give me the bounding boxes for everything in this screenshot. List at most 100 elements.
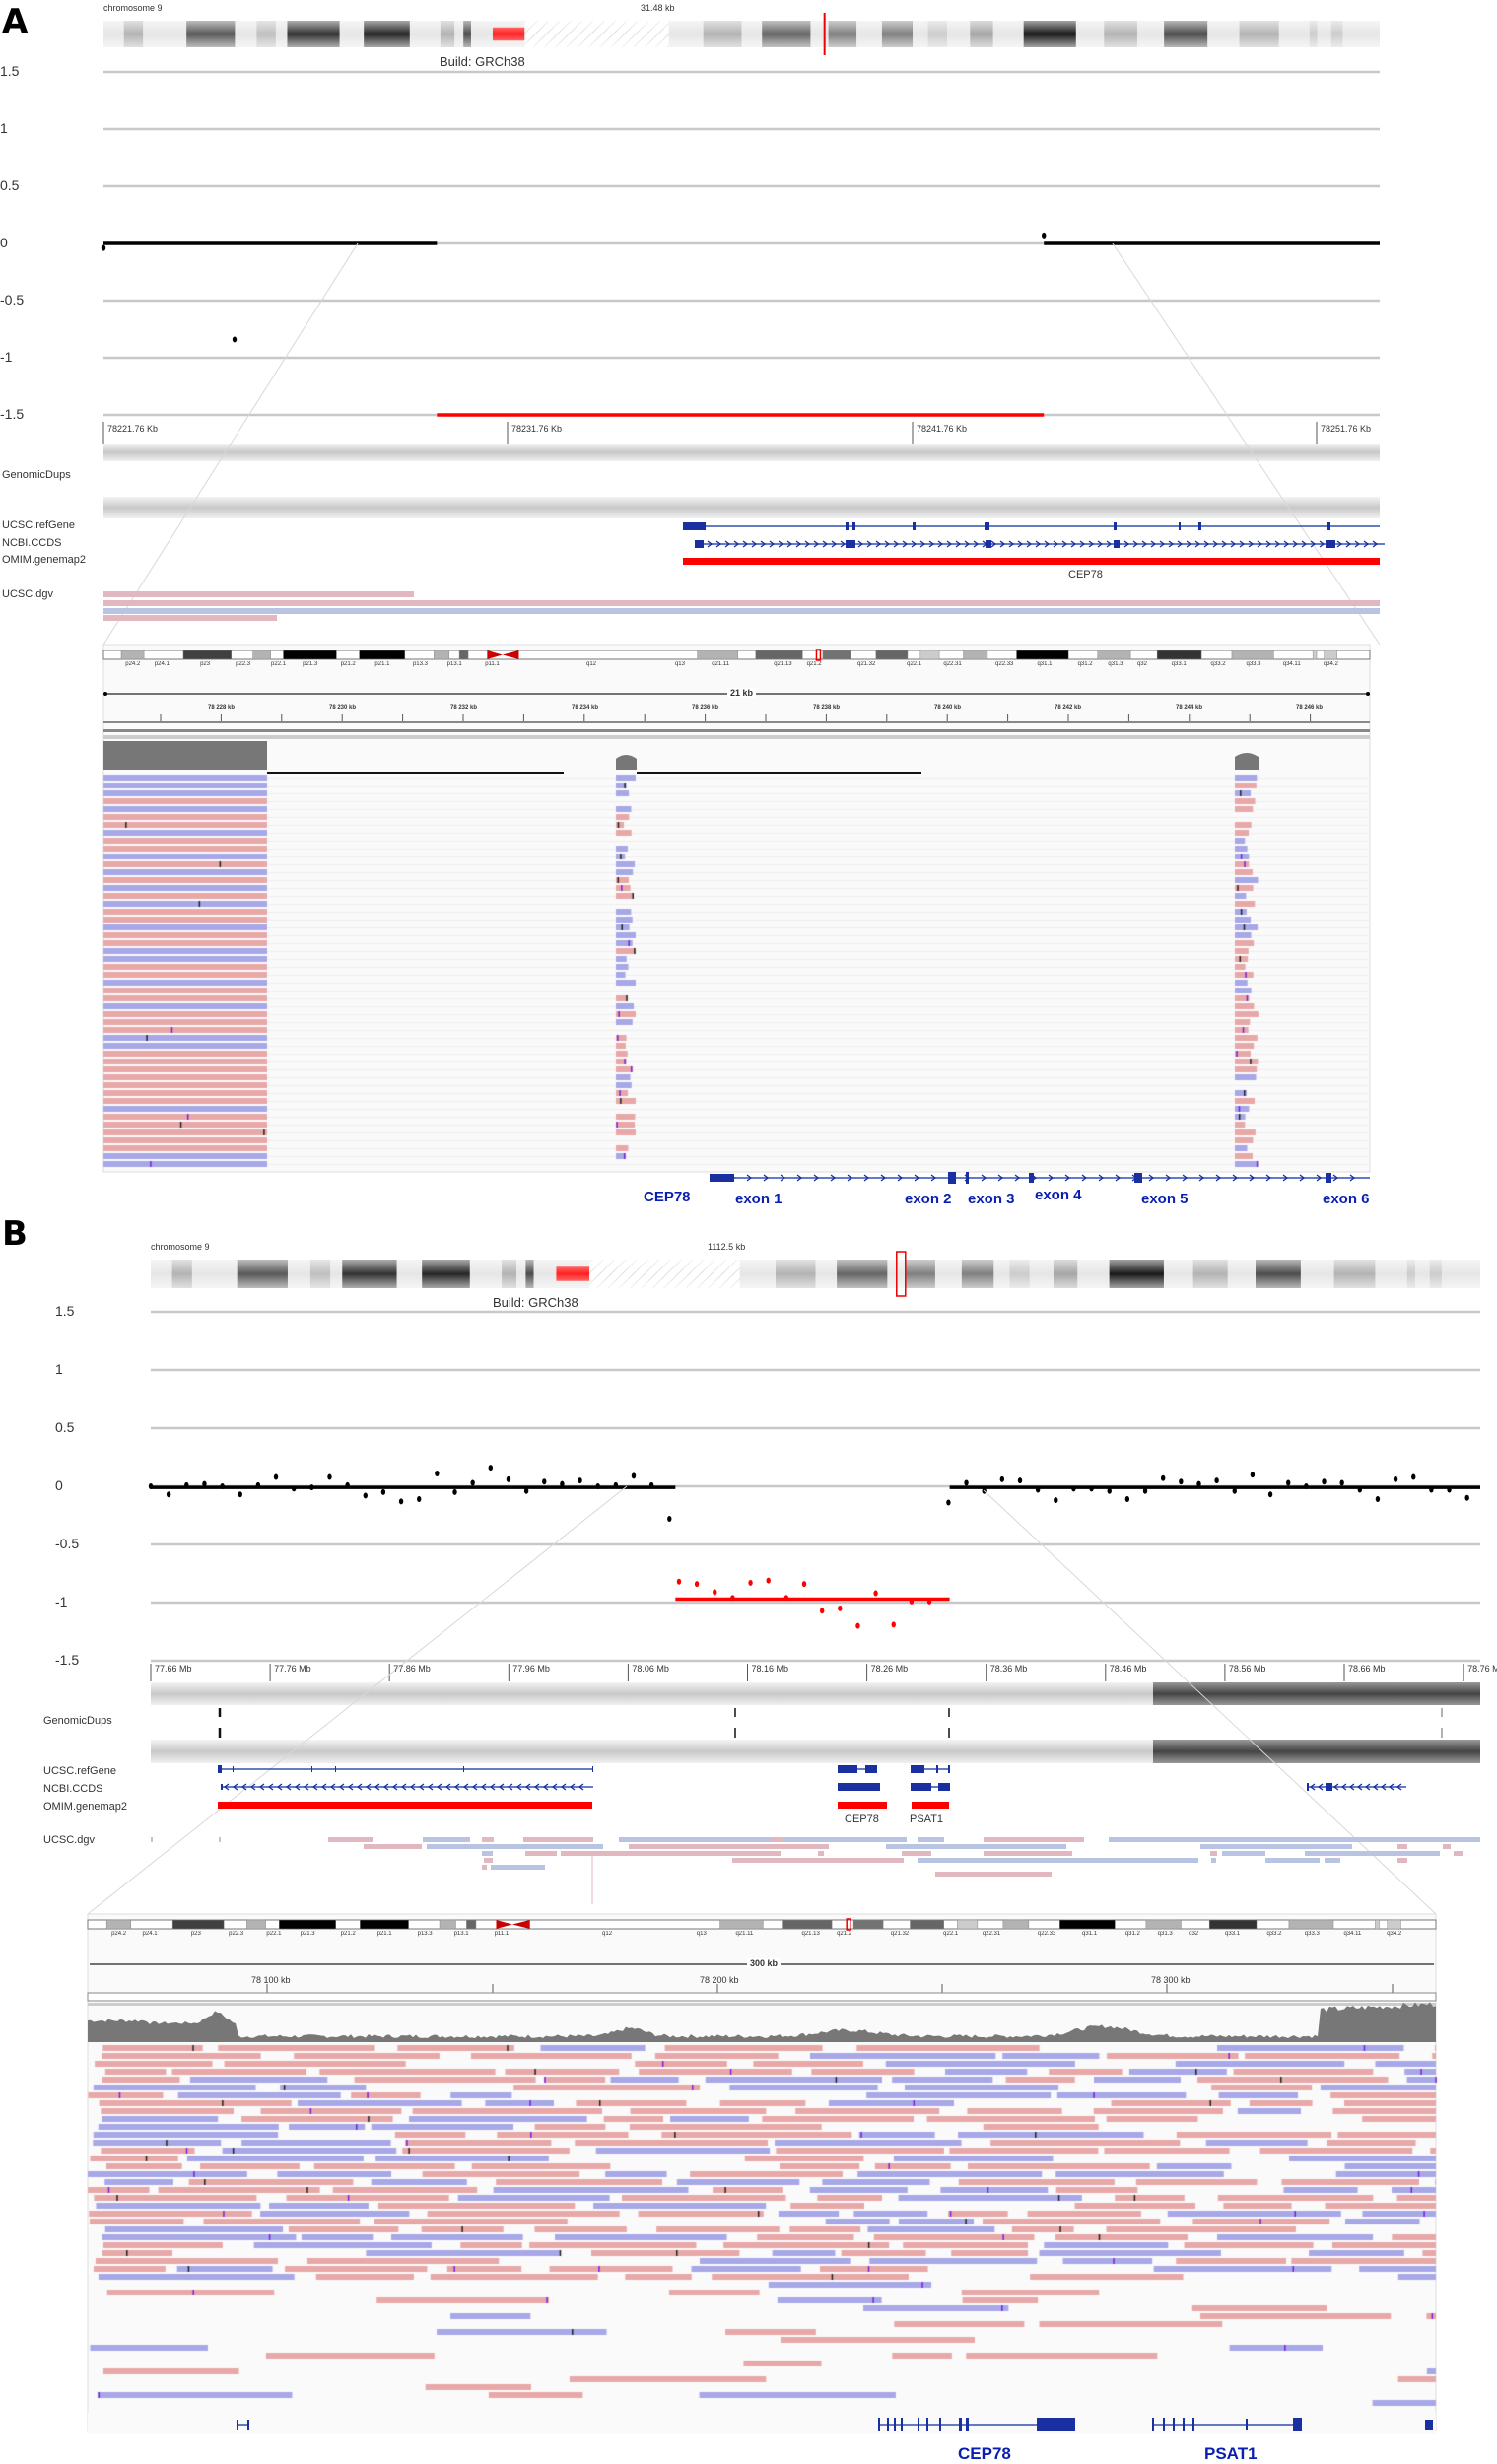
igv-ruler-label: 78 238 kb [813,705,841,711]
y-tick-label: 1.5 [55,1303,75,1319]
ideogram-band-label: p21.1 [376,1931,392,1937]
x-tick-label: 78251.76 Kb [1321,424,1372,434]
igv-span-label: 300 kb [747,1958,782,1968]
ideogram-band-label: q22.1 [943,1931,959,1937]
panel-b-letter: B [2,1214,28,1254]
ideogram-band-label: p13.1 [446,661,462,667]
ideogram-band-label: q31.1 [1082,1931,1098,1937]
exon-label-2: exon 2 [905,1191,952,1207]
ideogram-band-label: q21.11 [735,1931,754,1937]
ideogram-band-label: q21.13 [801,1931,820,1937]
igv-ruler-label: 78 228 kb [208,705,236,711]
ideogram-band-label: p13.3 [412,661,428,667]
ideogram-band-label: q22.33 [1037,1931,1056,1937]
ideogram-band-label: p22.3 [236,661,251,667]
igv-span-label: 21 kb [727,688,757,698]
span-label: 31.48 kb [641,3,675,13]
ideogram-band-label: p11.1 [494,1931,510,1937]
ideogram-band-label: p24.2 [111,1931,127,1937]
gene-label-cep78: CEP78 [958,2444,1011,2463]
ideogram-band-label: p13.3 [417,1931,433,1937]
track-label-genomicdups: GenomicDups [43,1715,112,1727]
x-tick-label: 78.36 Mb [989,1664,1028,1674]
igv-ruler-label: 78 300 kb [1151,1975,1191,1985]
track-label-refgene: UCSC.refGene [43,1765,116,1777]
y-tick-label: 0 [0,235,8,250]
ideogram-band-label: q33.3 [1304,1931,1320,1937]
track-label-refgene: UCSC.refGene [2,519,75,531]
x-tick-label: 78.06 Mb [632,1664,669,1674]
x-tick-label: 78.56 Mb [1228,1664,1266,1674]
exon-label-6: exon 6 [1323,1191,1370,1207]
ideogram-band-label: p24.1 [142,1931,158,1937]
y-tick-label: 1 [0,120,8,136]
track-label-omim: OMIM.genemap2 [2,554,86,566]
igv-ruler-label: 78 242 kb [1055,705,1082,711]
x-tick-label: 77.86 Mb [393,1664,431,1674]
ideogram-band-label: q31.1 [1037,661,1053,667]
y-tick-label: 0.5 [55,1419,75,1435]
ideogram-band-label: q21.13 [774,661,792,667]
ideogram-band-label: q32 [1189,1931,1199,1937]
omim-gene-label-psat1: PSAT1 [910,1814,944,1825]
ideogram-band-label: q21.11 [712,661,730,667]
panel-a-letter: A [2,2,29,41]
ideogram-band-label: p21.3 [300,1931,315,1937]
ideogram-band-label: p22.3 [229,1931,244,1937]
y-tick-label: -0.5 [0,292,25,308]
ideogram-band-label: p22.1 [271,661,287,667]
ideogram-band-label: q33.1 [1171,661,1187,667]
ideogram-band-label: p23 [200,661,211,667]
x-tick-label: 78.76 Mb [1467,1664,1497,1674]
ideogram-band-label: p13.1 [453,1931,469,1937]
chromosome-label: chromosome 9 [103,3,163,13]
exon-label-1: exon 1 [735,1191,783,1207]
ideogram-band-label: q13 [696,1931,707,1937]
igv-ruler-label: 78 230 kb [329,705,357,711]
ideogram-band-label: q21.32 [890,1931,910,1937]
x-tick-label: 77.96 Mb [512,1664,550,1674]
y-tick-label: -0.5 [55,1536,80,1551]
x-tick-label: 78.66 Mb [1348,1664,1386,1674]
ideogram-band-label: q34.2 [1323,661,1338,667]
ideogram-band-label: q33.2 [1210,661,1226,667]
ideogram-band-label: p21.2 [340,1931,356,1937]
ideogram-band-label: p24.2 [125,661,141,667]
ideogram-band-label: q33.1 [1225,1931,1241,1937]
y-tick-label: -1 [55,1594,68,1609]
y-tick-label: 1.5 [0,63,20,79]
exon-label-5: exon 5 [1141,1191,1189,1207]
build-label: Build: GRCh38 [440,54,525,69]
igv-ruler-label: 78 100 kb [251,1975,291,1985]
x-tick-label: 78.46 Mb [1109,1664,1147,1674]
build-label: Build: GRCh38 [493,1295,578,1310]
y-tick-label: -1.5 [55,1652,80,1668]
x-tick-label: 77.66 Mb [155,1664,192,1674]
x-tick-label: 78.26 Mb [870,1664,909,1674]
x-tick-label: 78241.76 Kb [917,424,968,434]
ideogram-band-label: q12 [586,661,597,667]
igv-ruler-label: 78 232 kb [450,705,478,711]
ideogram-band-label: q31.3 [1108,661,1123,667]
x-tick-label: 78231.76 Kb [511,424,563,434]
ideogram-band-label: q32 [1136,661,1147,667]
omim-gene-label-cep78: CEP78 [845,1814,879,1825]
exon-label-4: exon 4 [1035,1187,1082,1203]
span-label: 1112.5 kb [708,1242,746,1252]
gene-label-psat1: PSAT1 [1204,2444,1258,2463]
igv-ruler-label: 78 246 kb [1296,705,1324,711]
y-tick-label: -1.5 [0,406,25,422]
x-tick-label: 78.16 Mb [751,1664,789,1674]
ideogram-band-label: q13 [674,661,685,667]
ideogram-band-label: q21.32 [857,661,876,667]
ideogram-band-label: p21.2 [340,661,356,667]
igv-ruler-label: 78 240 kb [934,705,962,711]
ideogram-band-label: p11.1 [485,661,500,667]
x-tick-label: 78221.76 Kb [107,424,159,434]
y-tick-label: -1 [0,349,13,365]
chromosome-label: chromosome 9 [151,1242,210,1252]
ideogram-band-label: q22.31 [943,661,962,667]
ideogram-band-label: q12 [602,1931,613,1937]
ideogram-band-label: q33.2 [1266,1931,1282,1937]
